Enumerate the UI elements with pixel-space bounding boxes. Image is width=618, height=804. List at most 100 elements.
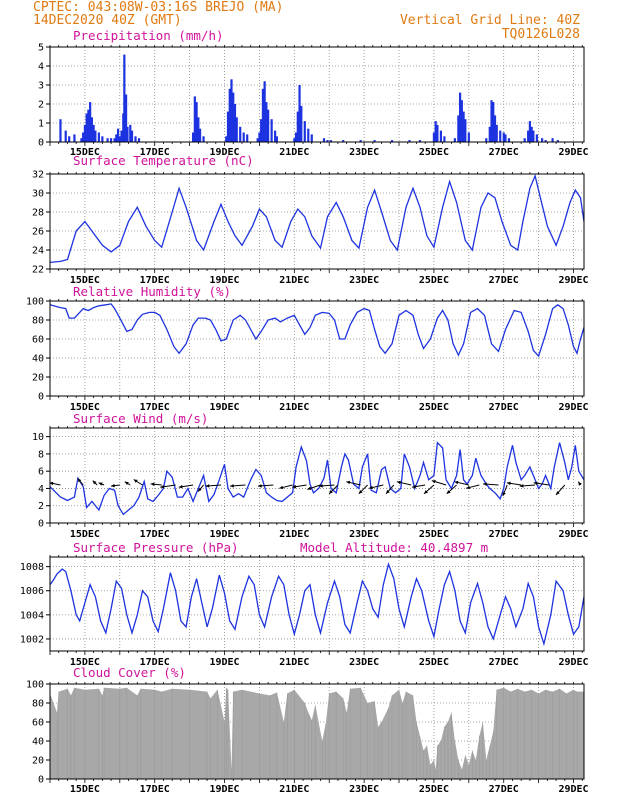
wind-frame xyxy=(49,427,585,524)
humidity-x-tick-label: 21DEC xyxy=(279,402,309,413)
header-grid-line: Vertical Grid Line: 40Z xyxy=(400,13,580,28)
wind-arrow-head xyxy=(307,486,312,490)
wind-arrow xyxy=(446,484,457,495)
precip-bar xyxy=(528,121,532,142)
precip-bar xyxy=(97,132,100,142)
temperature-y-tick-label: 26 xyxy=(32,227,44,238)
wind-arrow xyxy=(411,484,426,489)
cloud-y-tick-label: 60 xyxy=(32,718,44,729)
wind-title: Surface Wind (m/s) xyxy=(73,411,208,426)
precip-bar xyxy=(137,138,141,142)
precip-bar xyxy=(298,85,301,142)
precip-bar xyxy=(296,111,299,142)
pressure-y-tick-label: 1008 xyxy=(20,562,44,573)
wind-y-tick-label: 2 xyxy=(38,501,44,512)
precip-bar xyxy=(225,136,228,142)
humidity-x-tick-label: 29DEC xyxy=(558,402,588,413)
wind-arrow-head xyxy=(533,481,538,485)
wind-arrow-head xyxy=(446,490,451,494)
precip-bar xyxy=(129,124,132,142)
precip-bar xyxy=(530,126,533,142)
humidity-x-tick-label: 23DEC xyxy=(349,402,379,413)
precipitation-x-tick-label: 27DEC xyxy=(489,147,519,158)
precip-bar xyxy=(390,140,394,142)
pressure-title: Surface Pressure (hPa) xyxy=(73,540,239,555)
wind-x-tick-label: 25DEC xyxy=(419,529,449,540)
wind-arrow-head xyxy=(578,481,582,486)
wind-arrow xyxy=(385,484,395,495)
precipitation-y-tick-label: 3 xyxy=(38,81,44,92)
humidity-x-tick-label: 15DEC xyxy=(70,402,100,413)
wind-x-tick-label: 27DEC xyxy=(489,529,519,540)
precip-bar xyxy=(92,124,95,142)
pressure-frame xyxy=(49,556,585,652)
cloud-y-tick-label: 0 xyxy=(38,775,44,786)
precip-bar xyxy=(89,102,92,142)
wind-arrow-head xyxy=(279,485,284,490)
pressure-grid xyxy=(50,557,584,651)
wind-panel: 0 2 4 6 8 10 15DEC 17DEC 19DEC 21DEC 23DEC 25DEC 27D… xyxy=(32,426,589,540)
precip-bar xyxy=(113,138,116,142)
humidity-frame xyxy=(49,300,585,397)
precip-bar xyxy=(541,138,544,142)
cloud-x-tick-label: 27DEC xyxy=(489,784,519,795)
temperature-title: Surface Temperature (nC) xyxy=(73,153,254,168)
precip-bar xyxy=(123,54,126,142)
precip-bar xyxy=(270,119,273,142)
precip-bar xyxy=(532,130,535,142)
wind-arrow-head xyxy=(506,481,511,486)
cloud-x-tick-label: 23DEC xyxy=(349,784,379,795)
wind-series-line xyxy=(49,441,585,516)
precip-bar xyxy=(265,102,268,142)
temperature-x-tick-label: 27DEC xyxy=(489,275,519,286)
precip-bar xyxy=(485,138,488,142)
wind-arrow xyxy=(506,481,522,486)
wind-arrow xyxy=(483,482,499,486)
precip-bar xyxy=(551,138,554,142)
header-station: CPTEC: 043:08W-03:16S BREJO (MA) xyxy=(33,0,283,15)
wind-arrow xyxy=(92,480,98,486)
humidity-x-tick-label: 19DEC xyxy=(209,402,239,413)
humidity-y-tick-label: 40 xyxy=(32,354,44,365)
wind-arrow-head xyxy=(483,482,487,486)
precip-bar xyxy=(118,136,121,142)
wind-arrow xyxy=(346,480,361,486)
wind-x-tick-label: 21DEC xyxy=(279,529,309,540)
wind-arrow xyxy=(110,483,120,488)
temperature-x-tick-label: 21DEC xyxy=(279,275,309,286)
wind-arrow xyxy=(319,484,335,488)
precip-bar xyxy=(85,113,88,142)
cloud-y-tick-label: 40 xyxy=(32,737,44,748)
precip-bar xyxy=(68,136,71,142)
precip-bar xyxy=(504,134,507,142)
precip-bar xyxy=(495,124,498,142)
humidity-y-tick-label: 0 xyxy=(38,392,44,403)
pressure-x-tick-label: 15DEC xyxy=(70,657,100,668)
precipitation-x-tick-label: 29DEC xyxy=(558,147,588,158)
temperature-y-tick-label: 30 xyxy=(32,189,44,200)
precip-bar xyxy=(246,134,249,142)
wind-arrow xyxy=(205,484,222,488)
precip-bar xyxy=(342,140,345,142)
precip-bar xyxy=(460,100,463,142)
cloud-x-tick-label: 17DEC xyxy=(140,784,170,795)
wind-arrow xyxy=(124,481,131,486)
wind-arrow-head xyxy=(292,484,297,489)
wind-arrow-head xyxy=(329,490,333,494)
wind-arrow-head xyxy=(133,479,138,483)
temperature-y-tick-label: 28 xyxy=(32,208,44,219)
wind-y-tick-label: 6 xyxy=(38,467,44,478)
wind-x-tick-label: 15DEC xyxy=(70,529,100,540)
precipitation-y-tick-label: 0 xyxy=(38,138,44,149)
wind-arrow xyxy=(431,480,447,486)
precip-bar xyxy=(488,126,491,142)
cloud-area xyxy=(50,687,584,779)
precip-bar xyxy=(439,130,443,142)
wind-arrow xyxy=(358,484,368,495)
precip-bar xyxy=(507,138,511,142)
precip-bar xyxy=(82,132,85,142)
precip-bar xyxy=(80,138,83,142)
humidity-y-tick-label: 100 xyxy=(26,297,44,308)
precip-bar xyxy=(556,140,559,142)
cloud-x-tick-label: 29DEC xyxy=(558,784,588,795)
